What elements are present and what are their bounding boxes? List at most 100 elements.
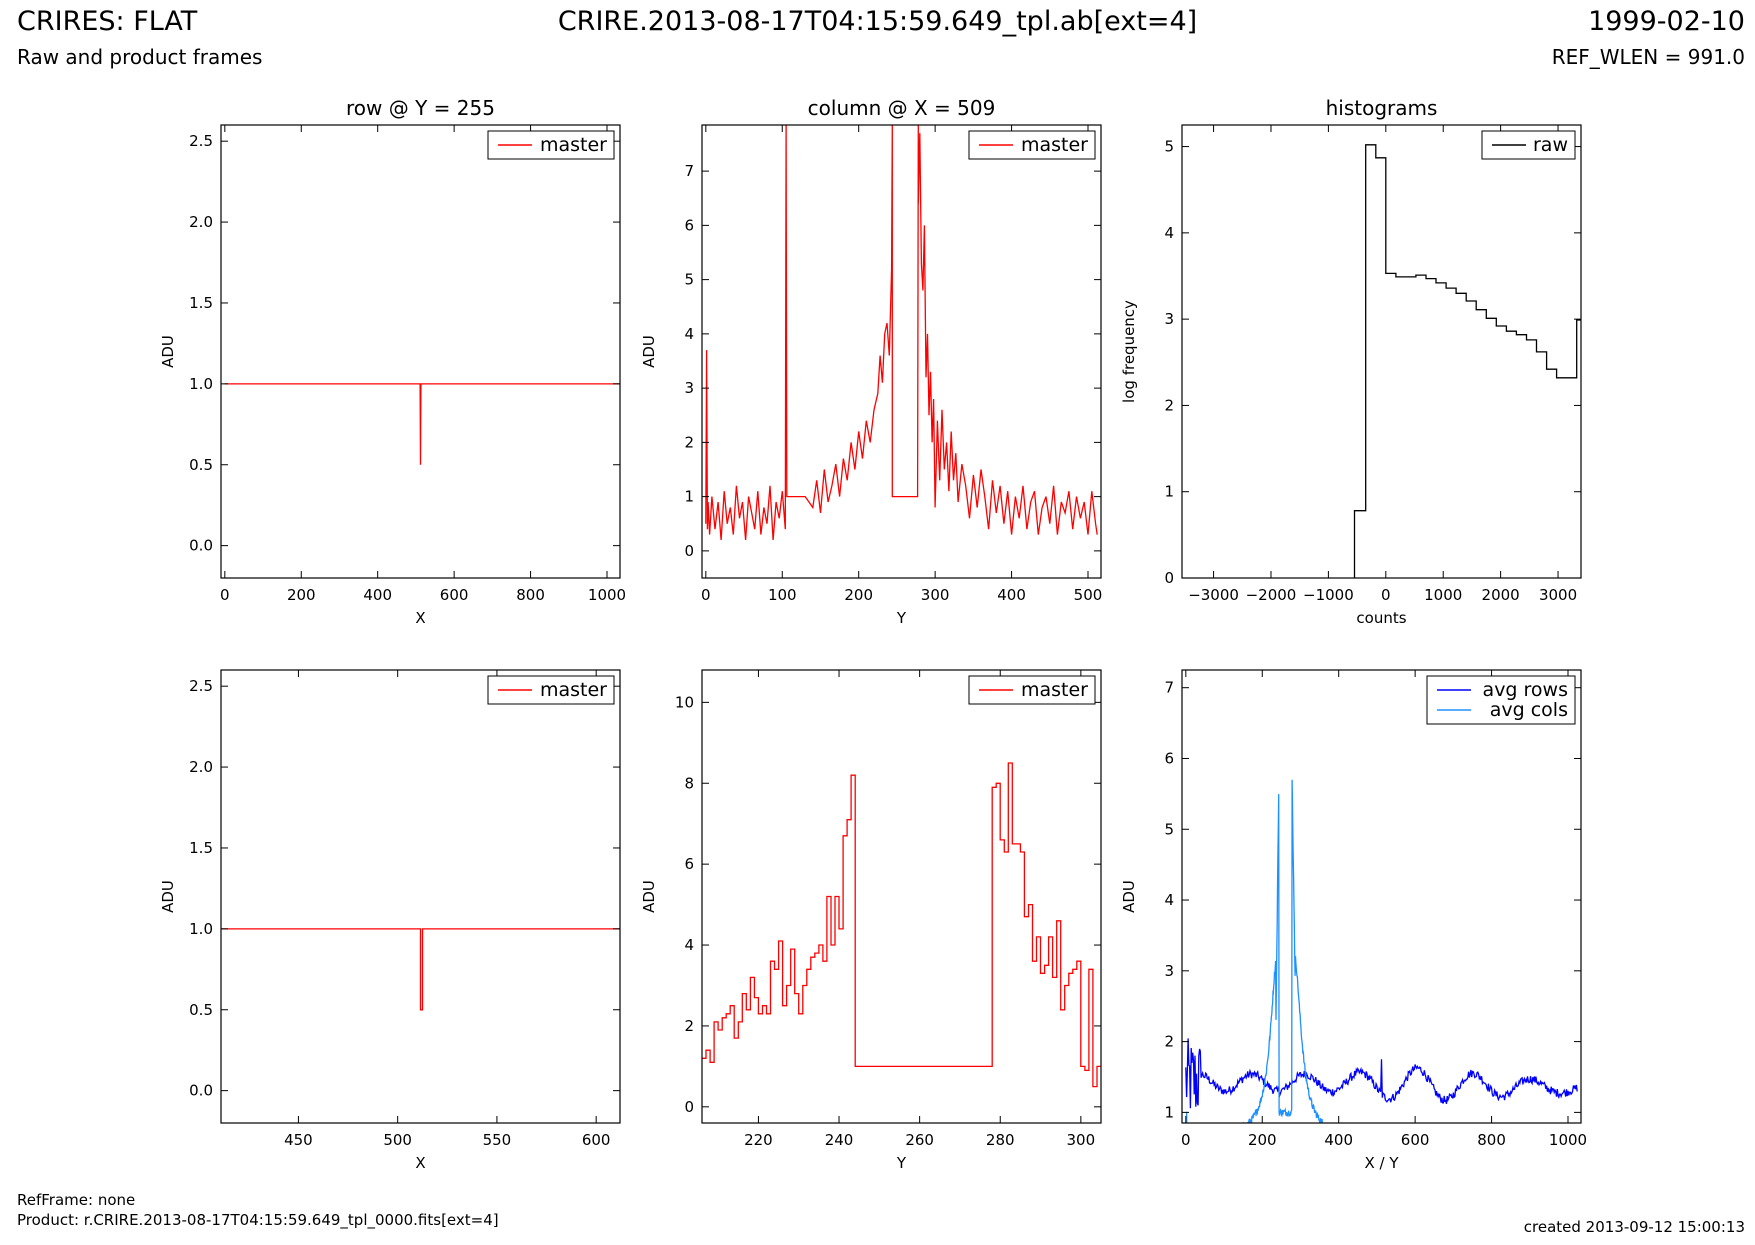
y-tick-label: 1 (1164, 483, 1174, 501)
x-tick-label: 1000 (588, 586, 626, 604)
x-tick-label: 0 (1181, 1131, 1191, 1149)
x-tick-label: 800 (1477, 1131, 1506, 1149)
page-subtitle: Raw and product frames (17, 45, 263, 69)
y-tick-label: 7 (1164, 679, 1174, 697)
page-title: CRIRES: FLAT (17, 6, 198, 37)
series-raw (1353, 144, 1581, 578)
y-tick-label: 4 (684, 936, 694, 954)
x-tick-label: 100 (768, 586, 797, 604)
y-axis-label: ADU (640, 335, 658, 368)
x-tick-label: 0 (1381, 586, 1391, 604)
x-tick-label: 220 (744, 1131, 773, 1149)
y-axis-label: ADU (1120, 880, 1138, 913)
y-tick-label: 6 (684, 216, 694, 234)
y-tick-label: 5 (1164, 138, 1174, 156)
y-axis-label: ADU (159, 880, 177, 913)
chart-avg: 0 200 400 600 800 1000 1 2 3 4 5 6 7 X / Y ADU avg rows… (1120, 669, 1587, 1172)
y-tick-label: 0 (1164, 569, 1174, 587)
x-axis-label: Y (896, 609, 907, 627)
y-tick-label: 2.0 (189, 213, 213, 231)
x-tick-label: 500 (1074, 586, 1103, 604)
y-tick-label: 0.0 (189, 1082, 213, 1100)
file-name: CRIRE.2013-08-17T04:15:59.649_tpl.ab[ext… (557, 6, 1198, 37)
series-avg-rows (1185, 1038, 1578, 1109)
legend-label: avg cols (1490, 699, 1568, 721)
y-tick-label: 3 (1164, 962, 1174, 980)
x-tick-label: −1000 (1303, 586, 1354, 604)
y-tick-label: 1 (1164, 1103, 1174, 1121)
x-tick-label: 800 (516, 586, 545, 604)
y-tick-label: 10 (675, 693, 694, 711)
x-axis-label: counts (1356, 609, 1406, 627)
legend (1426, 675, 1576, 725)
chart-hist: −3000 −2000 −1000 0 1000 2000 3000 0 1 2 3 4 5 counts… (1120, 96, 1582, 627)
x-tick-label: 260 (905, 1131, 934, 1149)
x-tick-label: 600 (440, 586, 469, 604)
y-tick-label: 1.0 (189, 920, 213, 938)
legend-label: master (1021, 134, 1088, 156)
y-axis-label: log frequency (1120, 300, 1138, 403)
series-master (702, 762, 1101, 1088)
x-tick-label: 240 (825, 1131, 854, 1149)
y-tick-label: 4 (1164, 224, 1174, 242)
x-axis-label: Y (896, 1154, 907, 1172)
x-tick-label: 400 (363, 586, 392, 604)
observation-date: 1999-02-10 (1588, 6, 1745, 37)
y-tick-label: 2 (684, 1017, 694, 1035)
y-tick-label: 1.5 (189, 294, 213, 312)
chart-title: histograms (1326, 96, 1438, 120)
plot-frame (220, 124, 621, 579)
legend (1481, 130, 1576, 160)
x-tick-label: −3000 (1188, 586, 1239, 604)
x-tick-label: 300 (921, 586, 950, 604)
y-tick-label: 5 (1164, 820, 1174, 838)
chart-col-top: 0 100 200 300 400 500 0 1 2 3 4 5 6 7 Y ADU column @ X =… (640, 96, 1102, 627)
y-tick-label: 2 (684, 433, 694, 451)
y-tick-label: 3 (1164, 310, 1174, 328)
y-tick-label: 2 (1164, 1033, 1174, 1051)
series-avg-cols (1185, 779, 1327, 1123)
y-tick-label: 8 (684, 774, 694, 792)
chart-row-zoom: 450 500 550 600 0.0 0.5 1.0 1.5 2.0 2.5 X ADU master (159, 669, 621, 1172)
y-tick-label: 2 (1164, 396, 1174, 414)
x-tick-label: 1000 (1549, 1131, 1587, 1149)
x-tick-label: 200 (287, 586, 316, 604)
y-tick-label: 5 (684, 271, 694, 289)
y-tick-label: 4 (684, 325, 694, 343)
legend-label: raw (1533, 134, 1568, 156)
x-axis-label: X / Y (1364, 1154, 1399, 1172)
legend-label: avg rows (1483, 679, 1568, 701)
legend-label: master (1021, 679, 1088, 701)
x-tick-label: 2000 (1482, 586, 1520, 604)
x-axis-label: X (415, 609, 425, 627)
series-master (221, 928, 620, 1011)
chart-title: column @ X = 509 (808, 96, 996, 120)
y-tick-label: 2.5 (189, 677, 213, 695)
created-timestamp: created 2013-09-12 15:00:13 (1523, 1218, 1745, 1236)
x-tick-label: 200 (844, 586, 873, 604)
x-axis-label: X (415, 1154, 425, 1172)
ref-wavelength: REF_WLEN = 991.0 (1551, 45, 1745, 69)
series-master (224, 383, 620, 465)
x-tick-label: 300 (1067, 1131, 1096, 1149)
chart-title: row @ Y = 255 (346, 96, 495, 120)
x-tick-label: 0 (701, 586, 711, 604)
chart-col-zoom: 220 240 260 280 300 0 2 4 6 8 10 Y ADU master (640, 669, 1102, 1172)
y-axis-label: ADU (159, 335, 177, 368)
series-master (705, 125, 1098, 541)
y-axis-label: ADU (640, 880, 658, 913)
plot-frame (220, 669, 621, 1124)
y-tick-label: 2.0 (189, 758, 213, 776)
x-tick-label: −2000 (1246, 586, 1297, 604)
legend-label: master (540, 679, 607, 701)
x-tick-label: 600 (582, 1131, 611, 1149)
x-tick-label: 400 (997, 586, 1026, 604)
plot-frame (701, 669, 1102, 1124)
product-label: Product: r.CRIRE.2013-08-17T04:15:59.649… (17, 1211, 499, 1229)
x-tick-label: 450 (284, 1131, 313, 1149)
x-tick-label: 0 (220, 586, 230, 604)
y-tick-label: 4 (1164, 891, 1174, 909)
y-tick-label: 6 (684, 855, 694, 873)
x-tick-label: 600 (1401, 1131, 1430, 1149)
